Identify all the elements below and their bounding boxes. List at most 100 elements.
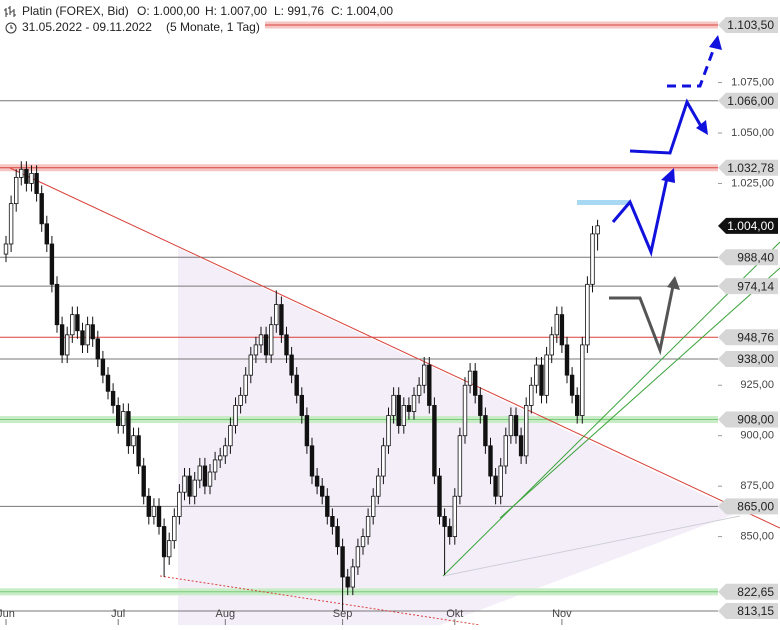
level-tag	[718, 217, 778, 234]
candle-body	[335, 526, 340, 548]
y-tick-label: 1.025,00	[731, 177, 774, 189]
candle-body	[467, 370, 473, 386]
candle-body	[340, 546, 345, 578]
candle-body	[126, 411, 131, 447]
candle-body	[437, 475, 442, 517]
level-tag	[718, 329, 778, 346]
candle-body	[447, 526, 452, 538]
y-tick-label: 900,00	[740, 430, 774, 442]
scenario-arrow	[611, 177, 669, 257]
ohlc-close: C: 1.004,00	[331, 4, 393, 18]
candle-body	[253, 344, 259, 356]
level-label: 1.066,00	[727, 94, 774, 108]
candle-body	[355, 546, 361, 568]
candle-body	[85, 324, 90, 346]
candle-body	[304, 415, 310, 447]
level-label: 974,14	[737, 279, 774, 293]
candle-body	[595, 225, 600, 235]
candle-body	[105, 374, 111, 392]
candle-body	[498, 465, 503, 497]
candle-body	[59, 324, 65, 356]
candle-body	[360, 536, 366, 548]
date-range: 31.05.2022 - 09.11.2022	[22, 20, 152, 34]
candle-body	[95, 338, 100, 360]
candle-body	[493, 475, 498, 497]
candle-body	[524, 405, 529, 457]
clock-icon	[5, 22, 17, 34]
candle-body	[365, 516, 371, 538]
candle-body	[223, 445, 228, 457]
candle-body	[554, 314, 559, 336]
candle-body	[391, 394, 396, 416]
levels	[0, 21, 718, 612]
candle-body	[177, 491, 182, 517]
candle-body	[309, 445, 315, 477]
candle-body	[350, 566, 355, 588]
candle-body	[192, 479, 197, 497]
candle-body	[243, 374, 248, 396]
duration: (5 Monate, 1 Tag)	[166, 20, 260, 34]
arrow-head	[667, 276, 680, 290]
candle-body	[13, 176, 19, 205]
candle-body	[406, 405, 412, 412]
level-label: 938,00	[737, 352, 774, 366]
candle-body	[8, 203, 14, 245]
candle-body	[462, 384, 468, 437]
candle-body	[549, 334, 554, 356]
candle-body	[503, 435, 508, 467]
triangle-edge	[442, 515, 741, 577]
instrument-title: Platin (FOREX, Bid)	[22, 4, 129, 18]
ohlc-low: L: 991,76	[274, 4, 324, 18]
candle-body	[590, 233, 595, 285]
y-tick-label: 1.075,00	[731, 76, 774, 88]
candle-body	[381, 445, 386, 477]
candle-body	[518, 435, 524, 457]
level-label: 948,76	[737, 330, 774, 344]
y-tick-label: 875,00	[740, 480, 774, 492]
arrow-head	[661, 168, 675, 183]
level-tag	[718, 249, 778, 266]
candle-body	[279, 304, 284, 336]
level-label: 1.103,50	[727, 18, 774, 32]
candle-body	[452, 495, 457, 538]
candle-body	[585, 283, 590, 346]
candle-body	[345, 576, 350, 588]
candle-body	[488, 445, 493, 477]
candle-body	[187, 475, 192, 497]
candle-body	[376, 475, 381, 497]
candle-body	[90, 324, 95, 340]
candle-body	[289, 354, 294, 376]
candle-body	[483, 415, 488, 447]
candle-body	[29, 172, 34, 184]
candle-body	[411, 394, 417, 412]
candle-body	[325, 495, 330, 517]
level-label: 988,40	[737, 250, 774, 264]
candle-body	[131, 435, 136, 447]
y-tick-label: 925,00	[740, 379, 774, 391]
candle-body	[161, 526, 167, 558]
candle-body	[314, 475, 320, 487]
candle-body	[442, 516, 447, 527]
candle-body	[396, 394, 401, 427]
level-label: 813,15	[737, 604, 774, 618]
x-tick-label: Aug	[216, 608, 236, 620]
support-line	[442, 241, 780, 577]
level-label: 1.032,78	[727, 161, 774, 175]
x-tick-label: Nov	[552, 608, 572, 620]
x-tick-label: Okt	[446, 608, 463, 620]
candles	[3, 161, 600, 611]
candle-body	[508, 415, 514, 437]
candle-body	[319, 485, 325, 497]
candle-body	[284, 334, 289, 356]
level-tag	[718, 602, 778, 619]
candle-body	[141, 465, 146, 497]
support-line	[499, 267, 780, 519]
level-label: 865,00	[737, 500, 774, 514]
candle-body	[172, 516, 177, 542]
candle-body	[166, 540, 172, 558]
candle-body	[110, 390, 116, 406]
candle-body	[544, 354, 549, 396]
candle-body	[370, 495, 376, 517]
candle-body	[233, 405, 238, 427]
